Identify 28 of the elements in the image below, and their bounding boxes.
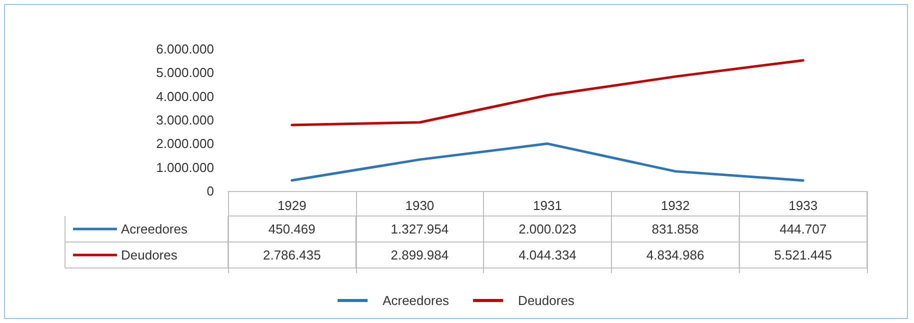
data-label: 4.834.986 [646,248,704,262]
data-label: 5.521.445 [774,248,832,262]
legend-label: Acreedores [121,222,188,236]
y-tick-label: 3.000.000 [156,112,214,128]
data-label: 4.044.334 [518,248,576,262]
x-tick-label: 1933 [788,198,818,213]
text: Acreedores [382,293,450,308]
x-tick-label: 1930 [405,198,434,213]
line-series [290,142,804,182]
data-label: 450.469 [268,222,316,236]
data-label: 2.899.984 [390,248,449,262]
data-label: 831.858 [652,222,699,236]
y-tick-label: 2.000.000 [156,136,214,152]
y-tick-label: 4.000.000 [156,88,214,104]
data-label: 1.327.954 [390,222,449,236]
data-label: 2.786.435 [262,248,321,262]
x-tick-label: 1932 [660,198,690,213]
legend-label: Deudores [121,248,178,262]
line-series [290,59,804,126]
data-label: 2.000.023 [518,222,576,236]
text: Deudores [518,293,574,308]
data-label: 444.707 [780,222,827,236]
x-tick-label: 1929 [277,198,306,213]
y-tick-label: 1.000.000 [156,160,214,175]
y-tick-label: 5.000.000 [156,65,214,80]
y-tick-label: 6.000.000 [156,42,214,56]
y-tick-label: 0 [206,184,214,198]
x-tick-label: 1931 [533,198,562,213]
